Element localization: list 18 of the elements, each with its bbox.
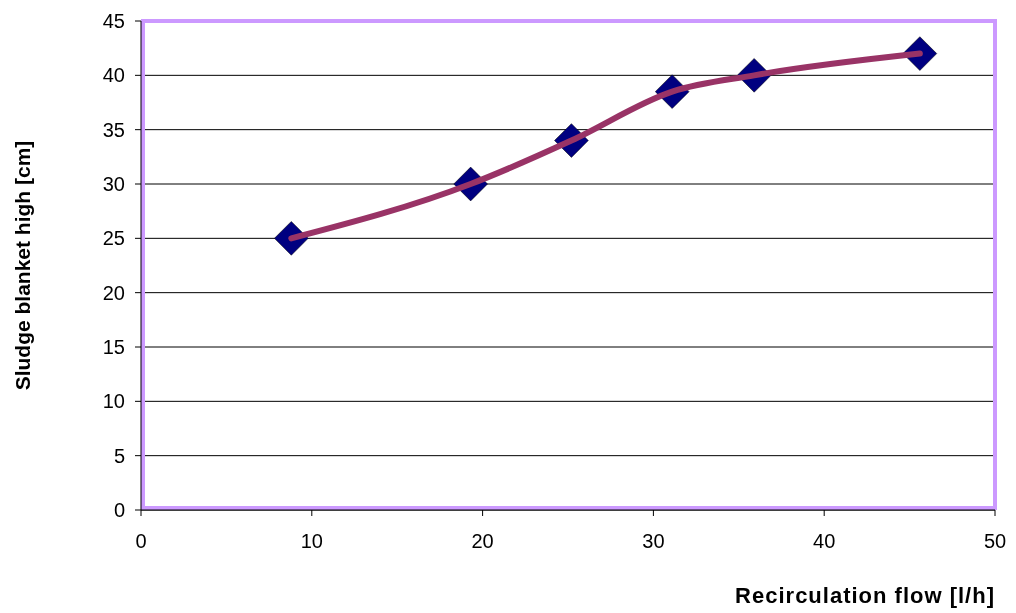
x-tick-label: 0: [135, 530, 147, 552]
x-tick-label: 20: [471, 530, 494, 552]
y-tick-label: 30: [102, 173, 125, 195]
y-tick-label: 5: [113, 444, 125, 467]
y-tick-label: 40: [102, 64, 125, 87]
y-tick-label: 35: [102, 118, 125, 141]
y-tick-label: 45: [102, 10, 125, 32]
x-tick-label: 10: [300, 530, 323, 552]
y-tick-label: 0: [113, 499, 125, 521]
x-tick-label: 50: [983, 530, 1007, 552]
y-tick-label: 15: [102, 336, 125, 358]
x-tick-label: 30: [642, 530, 665, 552]
y-axis-title: Sludge blanket high [cm]: [11, 140, 34, 391]
x-axis-title: Recirculation flow [l/h]: [735, 583, 995, 608]
x-tick-label: 40: [813, 530, 836, 552]
y-tick-label: 10: [102, 390, 125, 413]
y-tick-label: 25: [102, 227, 125, 250]
y-tick-label: 20: [102, 281, 125, 304]
